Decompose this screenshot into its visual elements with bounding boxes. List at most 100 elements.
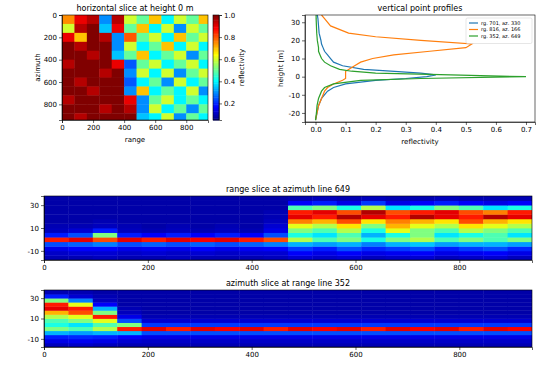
heatmap-cell [410,323,435,327]
heatmap-cell [386,237,411,242]
heatmap-cell [44,205,69,210]
heatmap-cell [288,205,313,210]
heatmap-cell [410,290,435,294]
heatmap-cell [190,294,215,298]
heatmap-cell [434,237,459,242]
heatmap-cell [93,327,118,331]
heatmap-cell [186,78,199,87]
heatmap-cell [337,323,362,327]
heatmap-cell [459,327,484,331]
heatmap-cell [142,310,167,314]
heatmap-cell [174,33,187,42]
heatmap-cell [361,331,386,335]
heatmap-cell [239,201,264,206]
heatmap-cell [99,69,112,78]
heatmap-cell [312,302,337,306]
tick-mark [41,298,44,299]
heatmap-cell [161,95,174,104]
heatmap-cell [190,335,215,339]
heatmap-cell [483,331,508,335]
heatmap-cell [215,323,240,327]
heatmap-cell [483,228,508,233]
tick-mark [316,122,317,125]
heatmap-cell [93,323,118,327]
heatmap-cell [190,298,215,302]
plot-frame [44,290,532,347]
heatmap-cell [361,228,386,233]
heatmap-cell [68,255,93,260]
heatmap-cell [62,69,75,78]
heatmap-cell [166,339,191,343]
tick-label: 0 [60,124,64,132]
axis-line [306,123,536,126]
heatmap-cell [142,210,167,215]
heatmap-cell [149,78,162,87]
heatmap-cell [508,246,532,251]
heatmap-cell [337,237,362,242]
heatmap-cell [112,42,125,51]
heatmap-cell [264,223,289,228]
heatmap-cell [288,323,313,327]
heatmap-cell [93,290,118,294]
heatmap-cell [190,228,215,233]
heatmap-cell [264,228,289,233]
heatmap-cell [410,339,435,343]
tick-mark [41,339,44,340]
heatmap-cell [215,196,240,201]
heatmap-cell [99,33,112,42]
heatmap-cell [112,15,125,24]
heatmap-cell [312,290,337,294]
heatmap-cell [149,42,162,51]
heatmap-cell [483,339,508,343]
tick: 0.7 [521,122,532,134]
heatmap-cell [93,339,118,343]
heatmap-cell [459,331,484,335]
heatmap-cell [337,327,362,331]
heatmap-cell [386,223,411,228]
heatmap-cell [410,255,435,260]
heatmap-cell [190,237,215,242]
heatmap-cell [99,15,112,24]
tick-label: 0.1 [341,126,352,134]
heatmap-cell [361,219,386,224]
heatmap-cell [68,251,93,256]
heatmap-cell [410,335,435,339]
heatmap-cell [361,314,386,318]
heatmap-cell [288,210,313,215]
heatmap-cell [62,113,75,120]
heatmap-cell [199,60,208,69]
heatmap-cell [483,237,508,242]
heatmap-cell [199,78,208,87]
tick: 800 [44,101,62,109]
heatmap-cell [361,310,386,314]
heatmap-cell [337,339,362,343]
heatmap-cell [149,51,162,60]
heatmap-cell [434,205,459,210]
heatmap-cell [239,306,264,310]
heatmap-cell [161,24,174,33]
heatmap-cell [137,104,150,113]
heatmap-cell [44,335,69,339]
heatmap-cell [44,314,69,318]
heatmap-cell [190,201,215,206]
heatmap-cell [483,242,508,247]
heatmap-cell [239,246,264,251]
heatmap-cell [386,302,411,306]
heatmap-cell [312,205,337,210]
heatmap-cell [264,237,289,242]
heatmap-cell [93,343,118,347]
x-axis-title: reflectivity [401,138,438,146]
heatmap-cell [117,331,142,335]
heatmap-cell [508,205,532,210]
y-axis: -20-100102030 [289,16,306,123]
heatmap-cell [174,86,187,95]
heatmap-cell [239,319,264,323]
tick: 800 [180,120,193,132]
tick-label: 30 [30,295,39,303]
tick-label: 600 [44,79,57,87]
heatmap-cell [68,205,93,210]
heatmap-cell [288,223,313,228]
heatmap-cell [508,233,532,238]
heatmap-cell [264,219,289,224]
heatmap-cell [137,24,150,33]
